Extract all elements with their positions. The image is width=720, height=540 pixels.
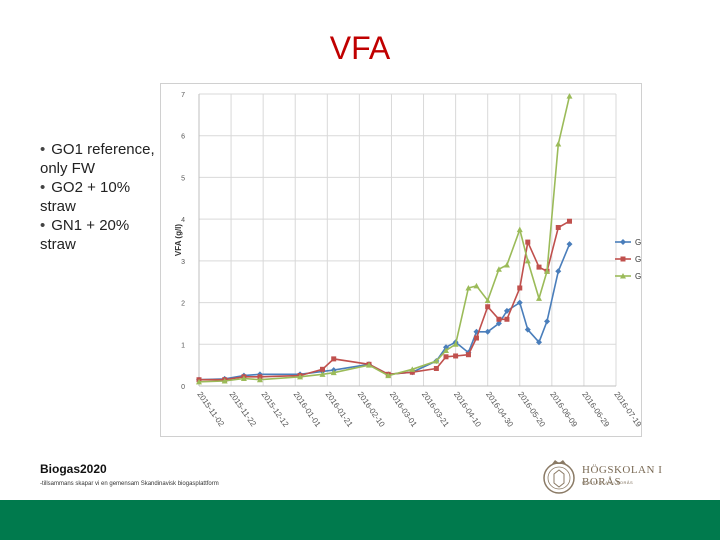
legend-label: GO2 (635, 255, 641, 264)
x-tick-label: 2016-03-01 (388, 390, 419, 429)
bullet-list: • GO1 reference, only FW • GO2 + 10% straw… (40, 140, 160, 254)
data-point (452, 341, 459, 347)
data-point (484, 297, 491, 303)
data-point (496, 316, 502, 322)
x-tick-label: 2015-12-12 (260, 390, 291, 429)
data-point (484, 328, 491, 335)
data-point (566, 93, 573, 99)
legend-label: GO1 (635, 238, 641, 247)
data-point (555, 141, 562, 147)
data-point (566, 241, 573, 248)
y-tick-label: 5 (181, 175, 185, 182)
data-point (453, 353, 459, 359)
data-point (536, 295, 543, 301)
data-point (524, 326, 531, 333)
x-tick-label: 2016-06-29 (580, 390, 611, 429)
data-point (495, 320, 502, 327)
x-tick-label: 2015-11-22 (227, 390, 258, 429)
data-point (504, 316, 510, 322)
data-point (319, 366, 325, 372)
data-point (536, 339, 543, 346)
footer-tagline: -tillsammans skapar vi en gemensam Skand… (40, 481, 219, 487)
data-point (465, 352, 471, 358)
chart-frame: 0 1 2 3 4 5 6 7 2015-11-02 2015-11-22 2015-12-12 20… (160, 83, 642, 437)
series-line-go1 (198, 243, 571, 381)
x-tick-label: 2016-06-09 (548, 390, 579, 429)
data-point (221, 377, 228, 384)
data-point (297, 373, 304, 380)
data-point (196, 378, 202, 385)
legend-label: GN1 (635, 272, 641, 281)
data-point (503, 307, 510, 314)
x-tick-label: 2016-02-10 (356, 390, 387, 429)
data-point (473, 335, 479, 341)
y-tick-label: 3 (181, 259, 185, 266)
data-point (443, 354, 449, 360)
data-point (473, 282, 480, 289)
data-point (536, 264, 542, 270)
y-tick-label: 6 (181, 134, 185, 141)
y-axis-label: VFA (g/l) (174, 224, 183, 256)
x-tick-label: 2016-01-21 (324, 390, 355, 429)
university-name: HÖGSKOLAN I BORÅS (582, 464, 663, 488)
data-point (366, 362, 373, 368)
series-line-go2 (199, 220, 570, 381)
data-point (555, 224, 561, 230)
data-point (620, 256, 626, 262)
data-point (433, 365, 439, 371)
data-point (240, 375, 247, 381)
x-tick-label: 2016-04-30 (484, 390, 515, 429)
x-tick-label: 2016-05-20 (516, 390, 547, 429)
bullet-item: • GO1 reference, only FW (40, 141, 155, 177)
data-point (544, 318, 551, 325)
data-point (409, 366, 416, 372)
y-tick-label: 0 (181, 384, 185, 391)
data-point (319, 371, 326, 377)
data-point (566, 218, 572, 224)
x-tick-label: 2016-03-21 (420, 390, 451, 429)
slide-title: VFA (329, 30, 391, 66)
data-point (409, 369, 415, 375)
x-tick-label: 2016-01-01 (292, 390, 323, 429)
series-line-gn1 (198, 95, 571, 383)
data-point (495, 266, 502, 272)
bullet-item: • GN1 + 20% straw (40, 217, 130, 253)
data-point (385, 372, 392, 379)
biogas-logo: Biogas2020 (40, 462, 107, 476)
data-point (516, 226, 523, 233)
data-point (555, 268, 562, 275)
data-point (442, 347, 449, 354)
data-point (465, 284, 472, 291)
x-tick-label: 2016-07-19 (612, 390, 641, 429)
data-point (544, 268, 551, 274)
data-point (516, 299, 523, 306)
x-tick-label: 2016-04-10 (452, 390, 483, 429)
crest-icon (543, 460, 575, 494)
data-point (503, 262, 510, 268)
y-tick-label: 4 (181, 217, 185, 224)
data-point (517, 285, 523, 291)
y-tick-label: 1 (181, 342, 185, 349)
data-point (256, 376, 263, 383)
university-logo: HÖGSKOLAN I BORÅS HÖGSKOLAN I BORÅS (542, 458, 692, 498)
data-point (485, 304, 491, 310)
data-point (524, 257, 531, 264)
data-point (331, 356, 337, 362)
footer-bar (0, 500, 720, 540)
y-tick-label: 2 (181, 301, 185, 308)
y-tick-label: 7 (181, 92, 185, 99)
bullet-item: • GO2 + 10% straw (40, 179, 131, 215)
data-point (620, 239, 626, 245)
data-point (620, 273, 626, 279)
data-point (525, 239, 531, 245)
x-tick-label: 2015-11-02 (195, 390, 226, 429)
university-subtitle: HÖGSKOLAN I BORÅS (582, 480, 634, 485)
data-point (433, 357, 440, 364)
data-point (330, 369, 337, 376)
